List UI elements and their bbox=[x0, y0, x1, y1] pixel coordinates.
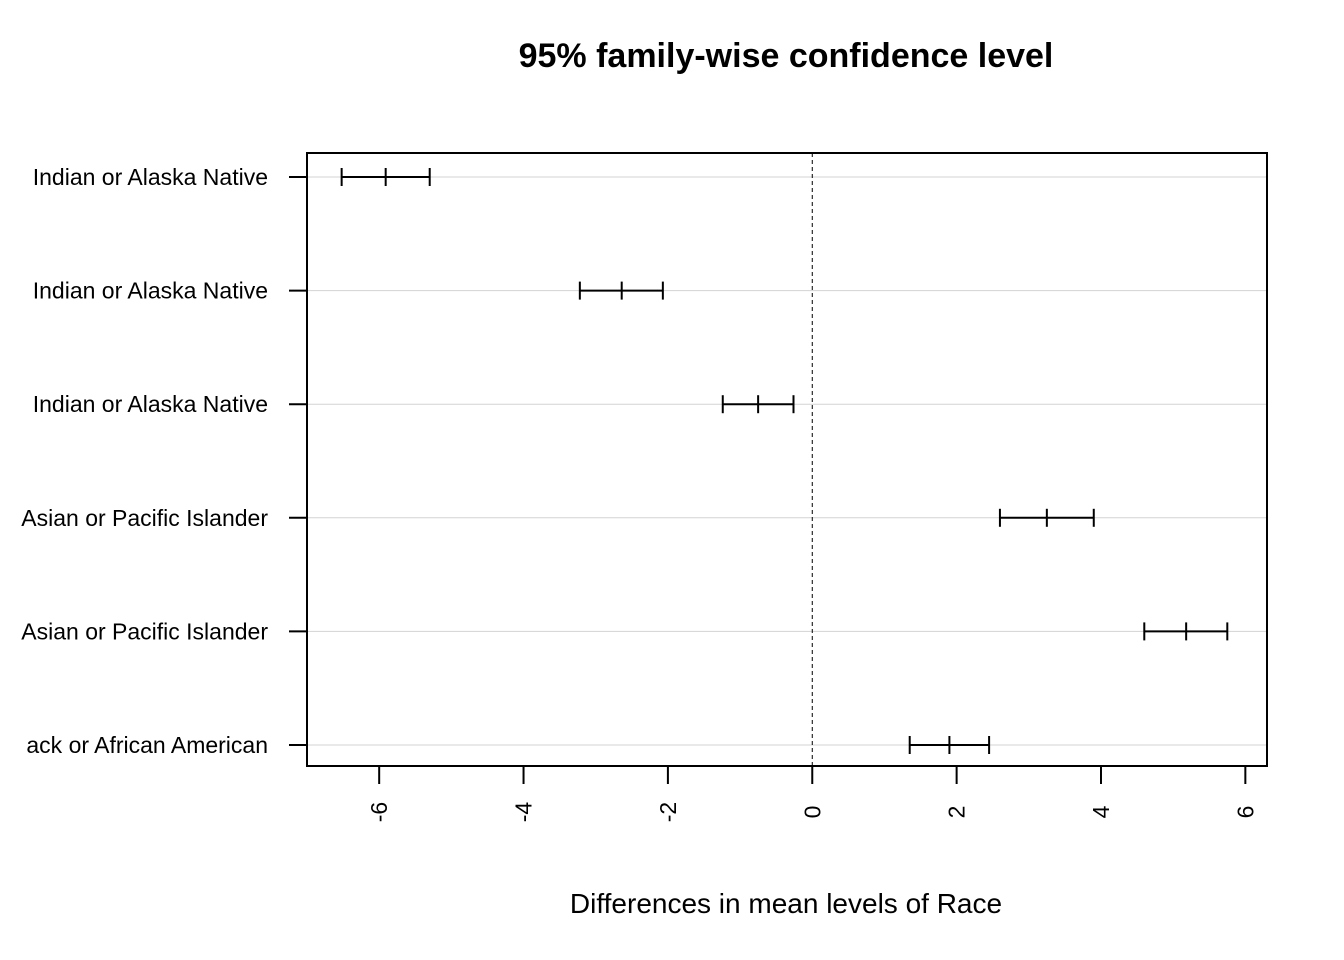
x-tick-label: -2 bbox=[655, 802, 681, 822]
interval bbox=[1143, 622, 1229, 641]
y-tick-label: ack or African American bbox=[26, 732, 268, 758]
grid-lines bbox=[307, 176, 1267, 746]
x-tick-label: -6 bbox=[366, 802, 392, 822]
y-tick-label: Indian or Alaska Native bbox=[33, 278, 268, 304]
y-tick-label: Indian or Alaska Native bbox=[33, 391, 268, 417]
plot-frame bbox=[306, 152, 1268, 767]
x-tick-label: 4 bbox=[1088, 805, 1114, 818]
x-axis-title: Differences in mean levels of Race bbox=[570, 888, 1002, 919]
y-axis: Indian or Alaska Native Indian or Alaska … bbox=[21, 164, 307, 758]
interval bbox=[340, 168, 431, 186]
chart-title: 95% family-wise confidence level bbox=[519, 37, 1054, 75]
interval bbox=[908, 736, 991, 754]
x-tick-label: 6 bbox=[1232, 806, 1258, 819]
x-tick-label: -4 bbox=[511, 802, 537, 823]
intervals bbox=[340, 168, 1229, 754]
x-axis: -6 -4 -2 0 2 4 6 bbox=[366, 765, 1258, 823]
y-tick-label: Asian or Pacific Islander bbox=[21, 505, 268, 531]
x-tick-label: 2 bbox=[944, 806, 970, 819]
interval bbox=[578, 281, 664, 300]
y-tick-label: Asian or Pacific Islander bbox=[21, 618, 268, 644]
interval bbox=[721, 395, 795, 414]
y-tick-label: Indian or Alaska Native bbox=[33, 164, 268, 190]
interval bbox=[998, 508, 1095, 527]
x-tick-label: 0 bbox=[799, 806, 825, 819]
